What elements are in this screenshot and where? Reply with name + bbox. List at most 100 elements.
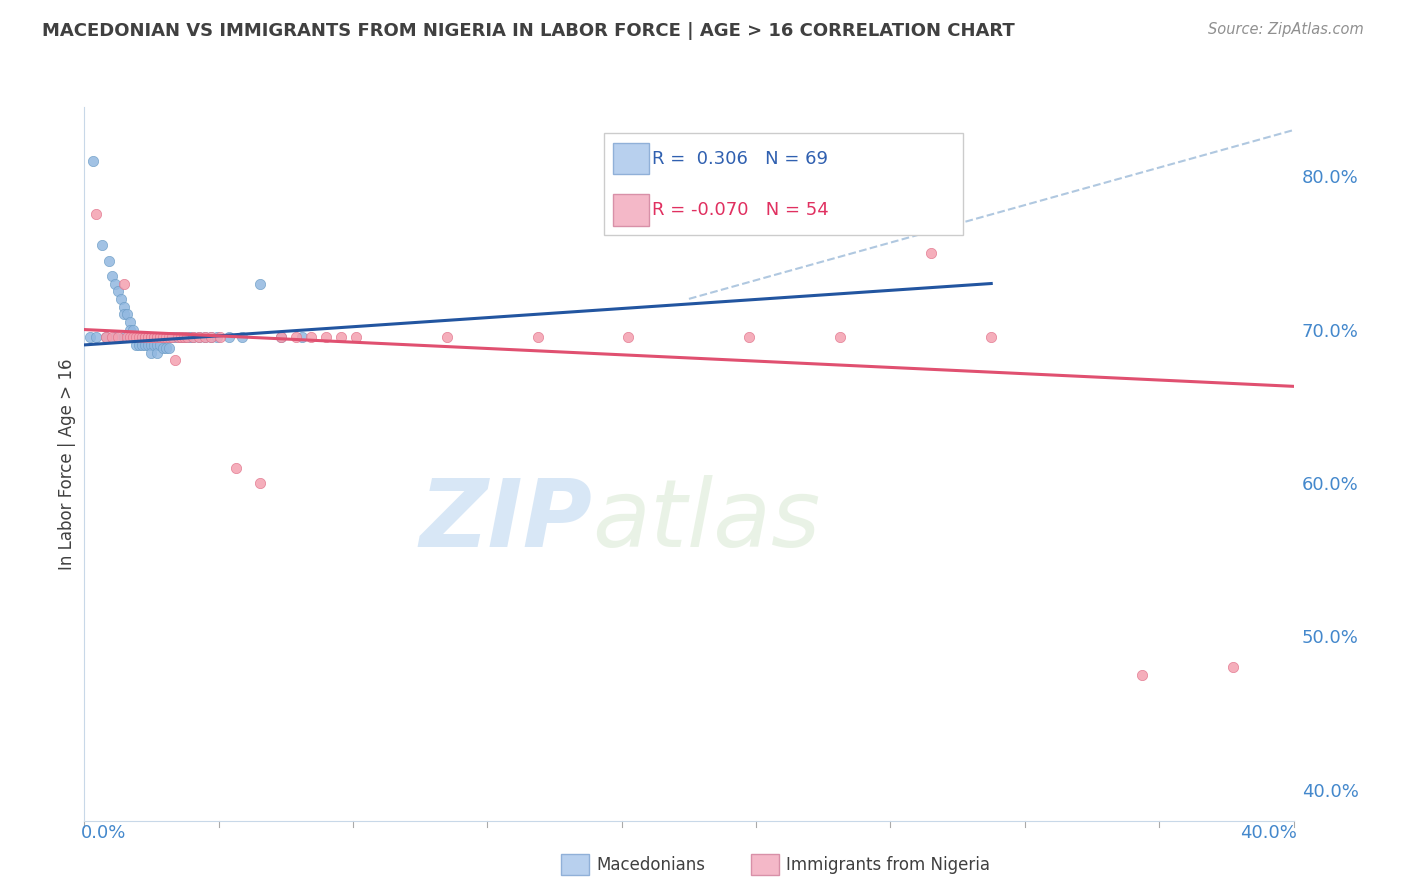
Point [104,277,127,291]
Point [830,330,852,344]
Point [91,238,114,252]
Point [176,330,198,344]
Point [112,300,135,314]
Text: R = -0.070   N = 54: R = -0.070 N = 54 [652,201,830,219]
Point [149,330,172,344]
Point [170,330,193,344]
Point [136,330,159,344]
Point [157,330,180,344]
Y-axis label: In Labor Force | Age > 16: In Labor Force | Age > 16 [58,358,76,570]
Text: Macedonians: Macedonians [596,856,706,874]
Point [94,330,117,344]
Point [146,330,169,344]
Point [139,330,162,344]
Point [270,330,292,344]
Point [139,330,162,344]
Point [527,330,550,344]
Point [167,330,190,344]
Point [94,330,117,344]
Point [173,330,195,344]
Point [155,330,177,344]
Point [170,330,193,344]
Point [194,330,217,344]
Point [121,330,143,344]
Point [142,330,165,344]
Point [170,330,193,344]
Point [86,207,108,221]
Text: ZIP: ZIP [419,475,592,567]
Point [131,338,153,352]
Point [200,330,222,344]
Point [118,315,141,329]
Text: R =  0.306   N = 69: R = 0.306 N = 69 [652,150,828,168]
Text: atlas: atlas [592,475,821,566]
Point [436,330,458,344]
Point [142,338,165,352]
Point [188,330,211,344]
Point [128,330,150,344]
Point [270,330,292,344]
Point [115,330,138,344]
Point [128,330,150,344]
Point [152,330,174,344]
Point [617,330,640,344]
Point [149,338,172,352]
Point [225,460,247,475]
Point [118,330,141,344]
Point [231,330,253,344]
Point [149,330,172,344]
Point [100,268,122,283]
Point [125,330,148,344]
Point [134,330,156,344]
Point [200,330,222,344]
Point [160,330,183,344]
Point [330,330,353,344]
Point [149,330,172,344]
Point [285,330,308,344]
Point [173,330,195,344]
Point [167,330,190,344]
Point [107,284,129,298]
Point [125,330,148,344]
Point [146,330,169,344]
Text: Immigrants from Nigeria: Immigrants from Nigeria [786,856,990,874]
Point [121,322,143,336]
Point [125,330,148,344]
Point [152,341,174,355]
Point [157,330,180,344]
Point [165,330,187,344]
Point [136,330,159,344]
Text: 0.0%: 0.0% [82,823,127,842]
Point [86,330,108,344]
Point [139,338,162,352]
Point [136,330,159,344]
Point [149,330,172,344]
Point [146,338,169,352]
Point [157,341,180,355]
Point [165,353,187,368]
Point [209,330,232,344]
Point [299,330,322,344]
Point [155,330,177,344]
Point [131,330,153,344]
Point [920,245,942,260]
Point [115,307,138,321]
Point [100,330,122,344]
Point [134,330,156,344]
Point [118,322,141,336]
Point [136,338,159,352]
Point [142,330,165,344]
Point [188,330,211,344]
Point [146,330,169,344]
Point [1222,660,1244,674]
Point [738,330,761,344]
Point [194,330,217,344]
Point [112,330,135,344]
Point [346,330,368,344]
Point [160,330,183,344]
Point [291,330,314,344]
Point [139,330,162,344]
Point [97,253,120,268]
Point [104,330,127,344]
Point [181,330,204,344]
